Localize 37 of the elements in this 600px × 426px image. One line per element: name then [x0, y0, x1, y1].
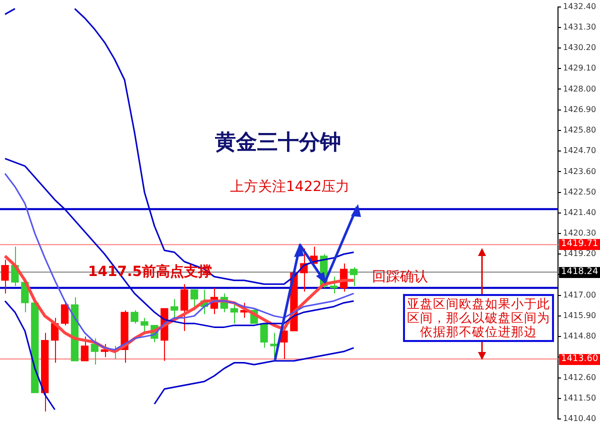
ref-line-label: 1419.71: [559, 239, 600, 250]
y-tick-label: 1431.30: [563, 22, 596, 32]
annotation: 回踩确认: [372, 268, 428, 286]
candlestick: [1, 259, 9, 294]
y-tick-label: 1426.90: [563, 104, 596, 114]
ref-line-label: 1418.24: [559, 266, 600, 278]
text: 黄金三十分钟: [215, 129, 341, 156]
candlestick: [130, 310, 138, 324]
candlestick: [180, 284, 188, 332]
candlestick: [270, 332, 278, 358]
candlestick: [190, 289, 198, 311]
candlestick: [230, 302, 238, 324]
candlestick: [80, 336, 89, 362]
y-tick-label: 1417.00: [563, 290, 596, 300]
y-tick-label: 1423.60: [563, 166, 596, 176]
annotation: 上方关注1422压力: [230, 178, 350, 196]
y-tick-label: 1410.40: [563, 414, 596, 424]
y-tick-label: 1412.60: [563, 372, 596, 382]
candlestick: [350, 266, 358, 286]
y-tick-label: 1421.40: [563, 208, 596, 217]
candlestick: [330, 276, 338, 294]
y-tick-label: 1420.30: [563, 228, 596, 238]
y-tick-label: 1419.20: [563, 249, 596, 258]
annotation: 亚盘区间欧盘如果小于此区间，那么以破盘区间为依据那不破位进那边: [403, 294, 554, 342]
y-tick-label: 1430.20: [563, 43, 596, 52]
y-tick-label: 1414.80: [563, 332, 596, 341]
y-tick-label: 1428.00: [563, 84, 596, 94]
y-tick-label: 1415.90: [563, 311, 596, 320]
y-tick-label: 1422.50: [563, 187, 596, 196]
y-tick-label: 1425.80: [563, 126, 596, 135]
candlestick: [140, 317, 148, 334]
candlestick: [260, 322, 268, 348]
y-tick-label: 1429.10: [563, 64, 596, 73]
y-tick-label: 1432.40: [563, 2, 596, 11]
ref-line-label: 1413.60: [559, 354, 600, 365]
y-tick-label: 1424.70: [563, 146, 596, 156]
y-tick-label: 1411.50: [563, 393, 596, 402]
